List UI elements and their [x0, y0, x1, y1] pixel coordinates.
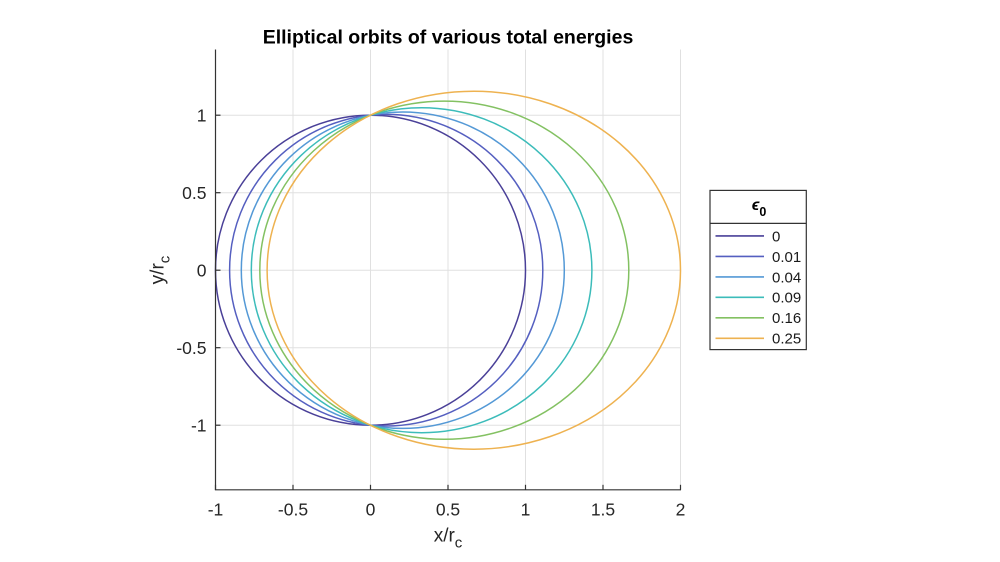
- svg-text:0: 0: [366, 500, 376, 520]
- svg-text:0.25: 0.25: [772, 331, 801, 348]
- svg-text:1: 1: [521, 500, 531, 520]
- svg-text:0.04: 0.04: [772, 269, 801, 286]
- svg-text:0.5: 0.5: [182, 183, 206, 203]
- svg-text:-1: -1: [208, 500, 224, 520]
- svg-text:1: 1: [197, 106, 207, 126]
- svg-text:-0.5: -0.5: [278, 500, 308, 520]
- svg-text:0.5: 0.5: [436, 500, 460, 520]
- svg-text:Elliptical orbits of various t: Elliptical orbits of various total energ…: [263, 27, 634, 49]
- svg-text:0.01: 0.01: [772, 249, 801, 266]
- svg-text:-1: -1: [191, 416, 207, 436]
- svg-text:-0.5: -0.5: [176, 338, 206, 358]
- svg-text:0.09: 0.09: [772, 290, 801, 307]
- svg-text:1.5: 1.5: [591, 500, 615, 520]
- svg-text:0.16: 0.16: [772, 310, 801, 327]
- svg-text:0: 0: [197, 261, 207, 281]
- svg-text:0: 0: [772, 228, 780, 245]
- svg-text:2: 2: [676, 500, 686, 520]
